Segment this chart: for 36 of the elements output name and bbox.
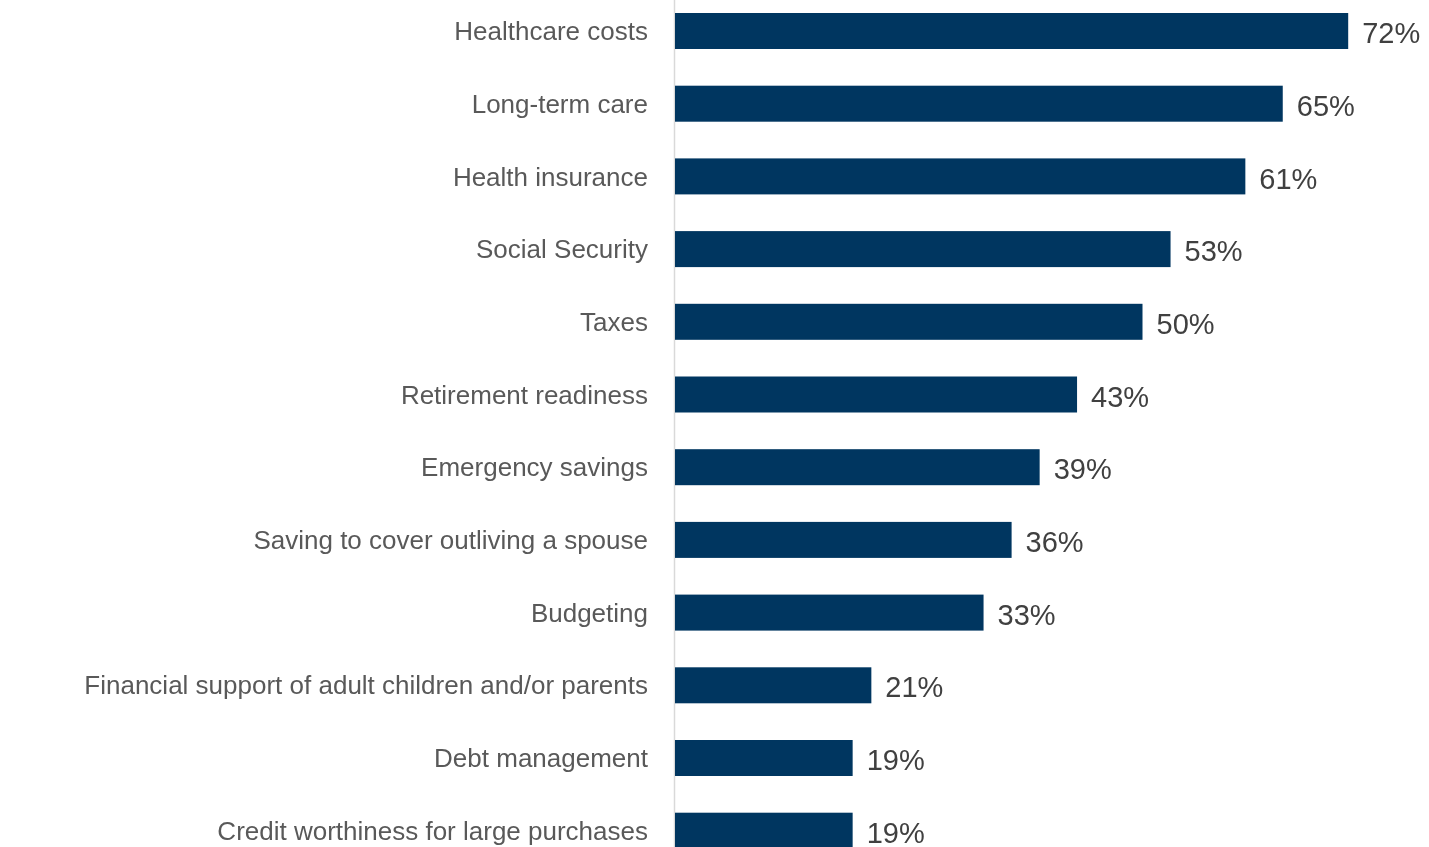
bar xyxy=(675,449,1040,486)
bar xyxy=(675,303,1143,340)
data-label: 65% xyxy=(1296,89,1355,122)
data-label: 21% xyxy=(885,671,944,704)
y-tick-label: Financial support of adult children and/or parents xyxy=(84,670,648,701)
data-label: 36% xyxy=(1025,526,1084,559)
data-label: 19% xyxy=(866,744,925,777)
bar xyxy=(675,740,853,776)
bar xyxy=(675,231,1171,268)
y-tick-label: Taxes xyxy=(580,306,648,337)
y-tick-label: Budgeting xyxy=(530,597,648,628)
y-tick-label: Credit worthiness for large purchases xyxy=(217,815,648,846)
data-label: 19% xyxy=(866,816,925,847)
bar xyxy=(675,521,1012,558)
data-label: 53% xyxy=(1184,235,1243,268)
y-tick-label: Healthcare costs xyxy=(454,16,648,47)
bar xyxy=(675,13,1349,49)
y-tick-label: Saving to cover outliving a spouse xyxy=(253,525,648,555)
data-label: 43% xyxy=(1091,380,1150,413)
y-tick-label: Debt management xyxy=(434,743,649,774)
bar xyxy=(675,85,1283,122)
bar xyxy=(675,667,872,704)
data-label: 50% xyxy=(1156,307,1215,340)
y-tick-label: Health insurance xyxy=(452,161,648,192)
y-tick-label: Social Security xyxy=(476,234,648,265)
bar xyxy=(675,594,984,631)
y-tick-label: Long-term care xyxy=(471,88,648,119)
data-label: 39% xyxy=(1053,453,1112,486)
bar xyxy=(675,812,853,847)
y-tick-label: Emergency savings xyxy=(421,452,648,483)
data-label: 61% xyxy=(1259,162,1318,195)
y-tick-label: Retirement readiness xyxy=(400,379,648,410)
bar xyxy=(675,158,1246,195)
data-label: 72% xyxy=(1362,17,1421,50)
data-label: 33% xyxy=(997,598,1056,631)
bar xyxy=(675,376,1078,413)
